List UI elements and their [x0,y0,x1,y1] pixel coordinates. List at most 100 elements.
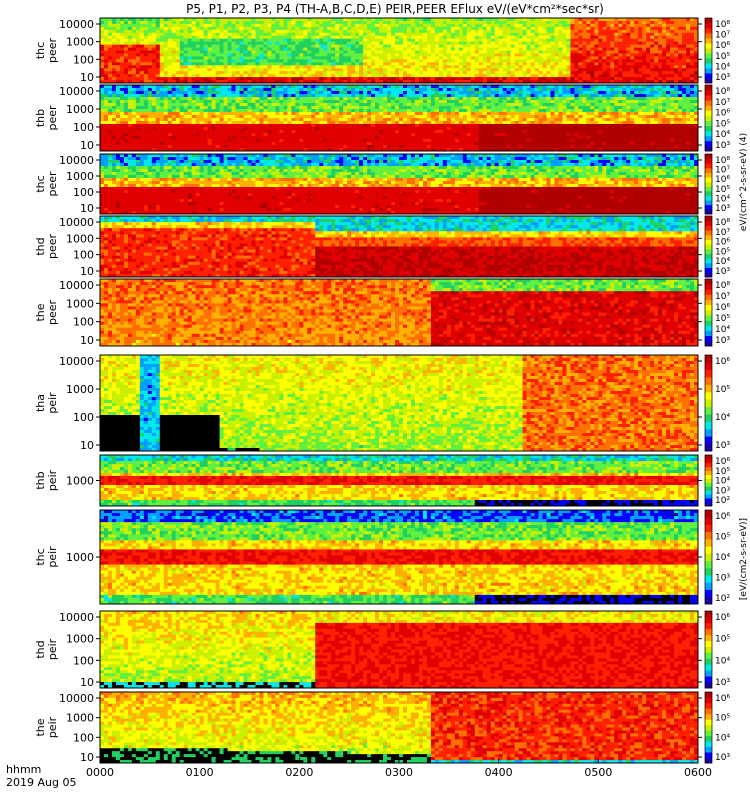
heatmap-cell [311,145,316,149]
heatmap-cell [442,80,448,84]
heatmap-cell [243,74,248,78]
heatmap-cell [466,74,472,78]
heatmap-cell [315,100,320,104]
heatmap-cell [550,38,555,42]
heatmap-cell [131,29,137,34]
heatmap-cell [267,38,272,42]
heatmap-cell [143,44,149,48]
heatmap-cell [638,71,643,75]
heatmap-cell [526,44,531,48]
heatmap-cell [486,50,491,54]
heatmap-cell [291,41,296,45]
heatmap-cell [466,68,472,72]
heatmap-cell [355,112,360,116]
heatmap-cell [100,23,105,28]
heatmap-cell [303,94,308,98]
heatmap-cell [375,100,380,104]
heatmap-cell [574,38,579,42]
heatmap-cell [686,41,691,45]
heatmap-cell [462,53,468,57]
heatmap-cell [606,59,611,63]
heatmap-cell [235,97,240,101]
heatmap-cell [646,53,651,57]
heatmap-cell [442,41,448,45]
heatmap-cell [335,133,340,137]
heatmap-cell [395,145,400,149]
heatmap-cell [279,32,284,37]
heatmap-cell [598,47,603,51]
heatmap-cell [642,32,647,37]
heatmap-cell [462,18,468,22]
heatmap-cell [450,53,456,57]
heatmap-cell [590,26,595,31]
heatmap-cell [514,44,519,48]
heatmap-cell [502,50,507,54]
heatmap-cell [694,18,699,22]
heatmap-cell [247,130,252,134]
heatmap-cell [375,71,380,75]
heatmap-cell [223,142,228,146]
heatmap-cell [682,65,687,69]
heatmap-cell [199,77,204,81]
heatmap-cell [438,62,444,66]
heatmap-cell [203,130,208,134]
heatmap-cell [103,139,109,143]
heatmap-cell [207,106,212,110]
heatmap-cell [363,41,368,45]
heatmap-cell [247,32,252,37]
heatmap-cell [255,103,260,107]
heatmap-cell [195,142,200,146]
heatmap-cell [538,56,543,60]
heatmap-cell [299,136,304,140]
heatmap-cell [187,127,192,131]
heatmap-cell [151,139,157,143]
heatmap-cell [259,103,264,107]
heatmap-cell [482,59,488,63]
heatmap-cell [614,80,619,84]
heatmap-cell [175,88,181,92]
heatmap-cell [614,44,619,48]
heatmap-cell [135,77,141,81]
heatmap-cell [255,32,260,37]
heatmap-cell [590,41,595,45]
heatmap-cell [622,74,627,78]
heatmap-cell [642,47,647,51]
heatmap-cell [103,133,109,137]
heatmap-cell [347,85,352,89]
heatmap-cell [650,44,655,48]
y-tick-label: 100 [73,53,94,66]
heatmap-cell [406,74,412,78]
heatmap-cell [275,35,280,39]
heatmap-cell [387,142,392,146]
heatmap-cell [502,80,507,84]
heatmap-cell [215,47,220,51]
heatmap-cell [259,35,264,39]
heatmap-cell [426,44,432,48]
heatmap-cell [347,71,352,75]
heatmap-cell [606,38,611,42]
heatmap-cell [327,80,332,84]
heatmap-cell [199,23,204,28]
heatmap-cell [670,56,675,60]
heatmap-cell [630,26,635,31]
heatmap-cell [379,50,384,54]
heatmap-cell [343,80,348,84]
heatmap-cell [179,124,185,128]
heatmap-cell [554,62,559,66]
heatmap-cell [139,85,145,89]
heatmap-cell [331,112,336,116]
heatmap-cell [211,100,216,104]
heatmap-cell [410,29,416,34]
heatmap-cell [518,23,523,28]
heatmap-cell [199,85,204,89]
heatmap-cell [343,121,348,125]
heatmap-cell [259,71,264,75]
heatmap-cell [387,124,392,128]
heatmap-cell [315,35,320,39]
heatmap-cell [478,20,484,25]
heatmap-cell [319,71,324,75]
heatmap-cell [678,18,683,22]
heatmap-cell [207,94,212,98]
heatmap-cell [275,142,280,146]
